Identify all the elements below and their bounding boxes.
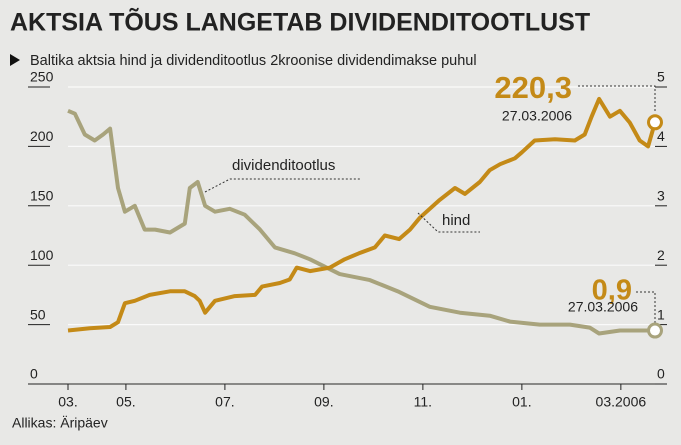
y2-tick-label: 0 <box>657 366 665 382</box>
end-label: 220,3 <box>494 70 572 105</box>
end-point <box>647 114 663 131</box>
end-point <box>647 322 663 339</box>
y2-tick-label: 5 <box>657 69 665 85</box>
y-tick-label: 100 <box>30 247 54 263</box>
leader <box>578 85 656 112</box>
source: Allikas: Äripäev <box>12 415 108 431</box>
bullet <box>10 54 20 66</box>
leader <box>636 291 656 325</box>
y2-tick-label: 2 <box>657 247 665 263</box>
series-label: hind <box>442 212 470 229</box>
end-date: 27.03.2006 <box>568 299 638 315</box>
y-tick-label: 50 <box>30 306 46 322</box>
x-tick-label: 11. <box>414 394 432 410</box>
leader <box>417 212 480 233</box>
y-tick-label: 200 <box>30 128 54 144</box>
x-tick-label: 01. <box>512 394 531 410</box>
leader <box>204 178 360 193</box>
end-date: 27.03.2006 <box>502 108 572 124</box>
line <box>67 96 657 333</box>
x-tick-label: 09. <box>314 394 333 410</box>
end-label: 0,9 <box>592 275 632 307</box>
y2-tick-label: 4 <box>657 128 665 144</box>
y-tick-label: 0 <box>30 366 38 382</box>
y-tick-label: 150 <box>30 188 54 204</box>
x-tick-label: 07. <box>215 394 234 410</box>
x-tick-label: 05. <box>116 394 135 410</box>
y-tick-label: 250 <box>30 69 54 85</box>
line <box>67 108 655 336</box>
subtitle: Baltika aktsia hind ja dividenditootlus … <box>30 53 477 69</box>
x-tick-label: 03.2006 <box>596 394 647 410</box>
y2-tick-label: 1 <box>657 306 665 322</box>
y2-tick-label: 3 <box>657 188 665 204</box>
chart-title: AKTSIA TÕUS LANGETAB DIVIDENDITOOTLUST <box>10 7 590 37</box>
x-tick-label: 03. <box>58 394 77 410</box>
series-label: dividenditootlus <box>232 157 335 174</box>
